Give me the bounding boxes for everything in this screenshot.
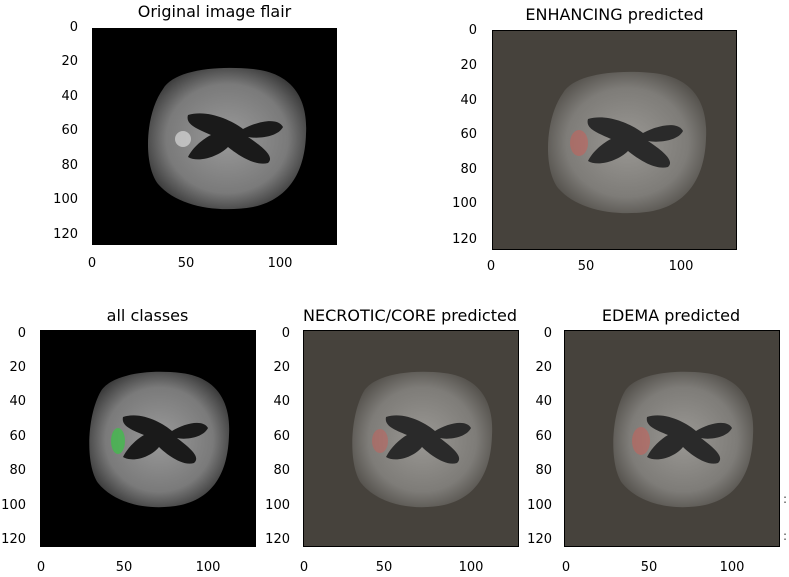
edge-mark: : xyxy=(783,492,788,506)
x-tick-label: 100 xyxy=(458,560,484,575)
x-tick-label: 100 xyxy=(719,560,745,575)
y-tick-label: 80 xyxy=(535,463,552,478)
x-tick-label: 50 xyxy=(640,560,658,575)
y-tick-label: 80 xyxy=(273,463,290,478)
brain-scan-image xyxy=(547,71,707,214)
y-tick-label: 120 xyxy=(452,232,477,247)
panel-title: Original image flair xyxy=(137,2,292,21)
x-tick-label: 100 xyxy=(668,259,694,274)
y-tick-label: 0 xyxy=(17,326,26,341)
y-tick-label: 80 xyxy=(9,463,26,478)
panel-title: EDEMA predicted xyxy=(601,306,741,325)
y-tick-label: 100 xyxy=(527,498,552,513)
brain-scan-image xyxy=(613,371,754,508)
y-tick-label: 60 xyxy=(9,429,26,444)
panel-title: ENHANCING predicted xyxy=(525,5,704,24)
x-tick-label: 0 xyxy=(87,256,97,271)
brain-scan-image xyxy=(352,371,493,508)
y-tick-label: 40 xyxy=(535,394,552,409)
panel-title: NECROTIC/CORE predicted xyxy=(303,306,517,325)
image-frame xyxy=(303,330,519,547)
brain-scan-image xyxy=(147,67,307,210)
x-tick-label: 0 xyxy=(486,259,496,274)
y-tick-label: 20 xyxy=(535,360,552,375)
y-tick-label: 60 xyxy=(273,429,290,444)
y-tick-label: 100 xyxy=(53,192,78,207)
y-tick-label: 60 xyxy=(535,429,552,444)
y-tick-label: 0 xyxy=(69,20,78,35)
y-tick-label: 40 xyxy=(273,394,290,409)
brain-scan-image xyxy=(89,371,230,508)
image-frame xyxy=(40,330,256,547)
image-frame xyxy=(492,30,737,250)
y-tick-label: 120 xyxy=(53,227,78,242)
y-tick-label: 120 xyxy=(265,532,290,547)
y-tick-label: 20 xyxy=(273,360,290,375)
y-tick-label: 100 xyxy=(265,498,290,513)
y-tick-label: 20 xyxy=(460,58,477,73)
y-tick-label: 80 xyxy=(61,158,78,173)
x-tick-label: 50 xyxy=(115,560,133,575)
y-tick-label: 60 xyxy=(61,123,78,138)
tumor-overlay xyxy=(632,427,650,455)
x-tick-label: 50 xyxy=(177,256,195,271)
y-tick-label: 20 xyxy=(61,54,78,69)
y-tick-label: 120 xyxy=(1,532,26,547)
y-tick-label: 0 xyxy=(468,23,477,38)
x-tick-label: 50 xyxy=(375,560,393,575)
y-tick-label: 120 xyxy=(527,532,552,547)
panel-title: all classes xyxy=(106,306,189,325)
y-tick-label: 40 xyxy=(61,89,78,104)
y-tick-label: 0 xyxy=(543,326,552,341)
x-tick-label: 100 xyxy=(195,560,221,575)
y-tick-label: 100 xyxy=(1,498,26,513)
y-tick-label: 100 xyxy=(452,196,477,211)
tumor-overlay xyxy=(570,130,588,156)
edge-mark: : xyxy=(783,529,788,543)
x-tick-label: 0 xyxy=(561,560,571,575)
y-tick-label: 20 xyxy=(9,360,26,375)
x-tick-label: 50 xyxy=(577,259,595,274)
tumor-overlay xyxy=(111,428,125,454)
x-tick-label: 100 xyxy=(267,256,293,271)
x-tick-label: 0 xyxy=(36,560,46,575)
image-frame xyxy=(564,330,780,547)
y-tick-label: 80 xyxy=(460,162,477,177)
image-frame xyxy=(92,28,337,245)
y-tick-label: 60 xyxy=(460,127,477,142)
y-tick-label: 40 xyxy=(9,394,26,409)
tumor-overlay xyxy=(372,429,388,453)
x-tick-label: 0 xyxy=(299,560,309,575)
y-tick-label: 40 xyxy=(460,93,477,108)
y-tick-label: 0 xyxy=(281,326,290,341)
